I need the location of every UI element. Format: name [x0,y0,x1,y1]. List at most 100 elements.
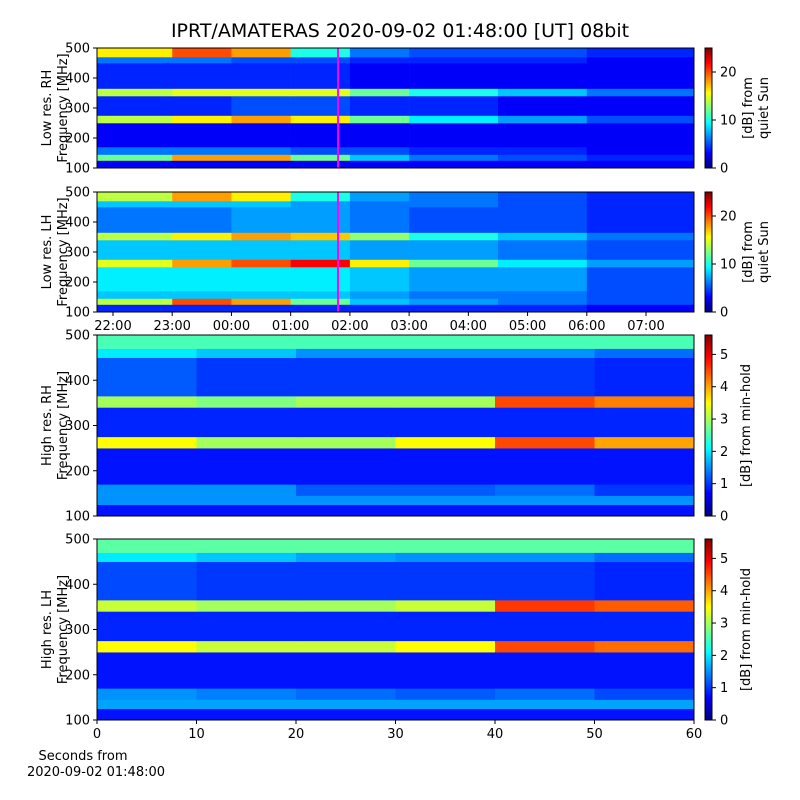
heatmap-cell [395,396,496,408]
heatmap-cell [409,259,499,268]
heatmap-cell [395,495,496,505]
heatmap-cell [495,396,595,408]
heatmap-cell [97,539,197,553]
heatmap-cell [349,291,410,299]
heatmap-cell [395,688,496,700]
heatmap-cell [296,335,396,349]
heatmap-cell [97,192,173,202]
x-tick-label: 04:00 [450,319,487,334]
heatmap-cell [497,57,588,64]
x-axis-label-line: 2020-09-02 01:48:00 [27,765,165,780]
heatmap-cell [231,192,291,202]
heatmap-cell [97,396,197,408]
heatmap-cell [296,552,396,562]
heatmap-cell [97,640,197,653]
y-axis-label-line: Frequency [MHz] [56,53,71,162]
heatmap-cell [172,154,232,161]
heatmap-cell [409,63,499,89]
colorbar [704,47,713,169]
x-tick-label: 22:00 [94,319,131,334]
heatmap-cell [172,201,232,208]
heatmap-cell [586,96,695,116]
x-tick-label: 40 [487,727,504,742]
heatmap-cell [395,357,496,397]
heatmap-cell [296,640,396,653]
heatmap-cell [586,259,695,268]
heatmap-cell [349,232,410,241]
heatmap-cell [231,57,291,64]
heatmap-cell [409,160,499,169]
heatmap-cell [196,699,297,709]
colorbar-tick-label: 4 [720,380,728,395]
heatmap-cell [395,348,496,358]
heatmap-cell [172,147,232,155]
heatmap-cell [172,160,232,169]
y-axis-label-line: High res. RH [40,385,55,466]
heatmap-cell [395,699,496,709]
colorbar-label: [dB] from min-hold [739,364,754,487]
heatmap-cell [296,448,396,485]
heatmap-cell [231,48,291,58]
heatmap-cell [196,335,297,349]
y-tick-label: 300 [65,419,90,434]
heatmap-cell [231,63,291,89]
y-tick-label: 100 [65,714,90,729]
heatmap-cell [409,48,499,58]
heatmap-cell [409,240,499,260]
heatmap-cell [395,640,496,653]
colorbar [704,334,713,517]
x-tick-label: 50 [586,727,603,742]
heatmap-cell [296,561,396,601]
heatmap-cell [172,207,232,233]
heatmap-cell [196,357,297,397]
y-axis-label: Low res. LHFrequency [MHz] [40,197,71,306]
heatmap-cell [594,436,695,449]
heatmap-cell [395,335,496,349]
heatmap-cell [296,348,396,358]
heatmap-cell [296,484,396,496]
heatmap-cell [290,259,351,268]
heatmap-cell [495,561,595,601]
colorbar [704,191,713,313]
heatmap-cell [497,48,588,58]
heatmap-cell [97,436,197,449]
heatmap-cell [196,561,297,601]
heatmap-cell [349,57,410,64]
heatmap-cell [290,88,351,97]
heatmap-cell [497,154,588,161]
heatmap-cell [495,552,595,562]
heatmap-cell [395,504,496,517]
heatmap-cell [594,539,695,553]
heatmap-cell [395,484,496,496]
x-tick-label: 02:00 [331,319,368,334]
heatmap-cell [349,160,410,169]
heatmap-cell [497,291,588,299]
heatmap-cell [594,407,695,438]
heatmap-cell [409,304,499,313]
heatmap-cell [495,699,595,709]
heatmap-cell [97,298,173,305]
heatmap-cell [172,57,232,64]
heatmap-cell [97,357,197,397]
heatmap-cell [495,348,595,358]
heatmap-cell [97,407,197,438]
colorbar [704,538,713,721]
y-axis-label-line: Frequency [MHz] [56,575,71,684]
heatmap-cell [409,88,499,97]
heatmap-cell [296,436,396,449]
y-tick-label: 500 [65,186,90,201]
heatmap-cell [196,552,297,562]
heatmap-cell [172,48,232,58]
heatmap-cell [290,160,351,169]
y-tick-label: 100 [65,162,90,177]
x-tick-label: 00:00 [213,319,250,334]
y-tick-label: 200 [65,276,90,291]
heatmap-cell [497,88,588,97]
heatmap-cell [172,88,232,97]
heatmap-cell [586,192,695,202]
heatmap-cell [497,147,588,155]
heatmap-cell [495,600,595,612]
heatmap-cell [296,652,396,689]
heatmap-cell [172,123,232,148]
heatmap-cell [196,348,297,358]
